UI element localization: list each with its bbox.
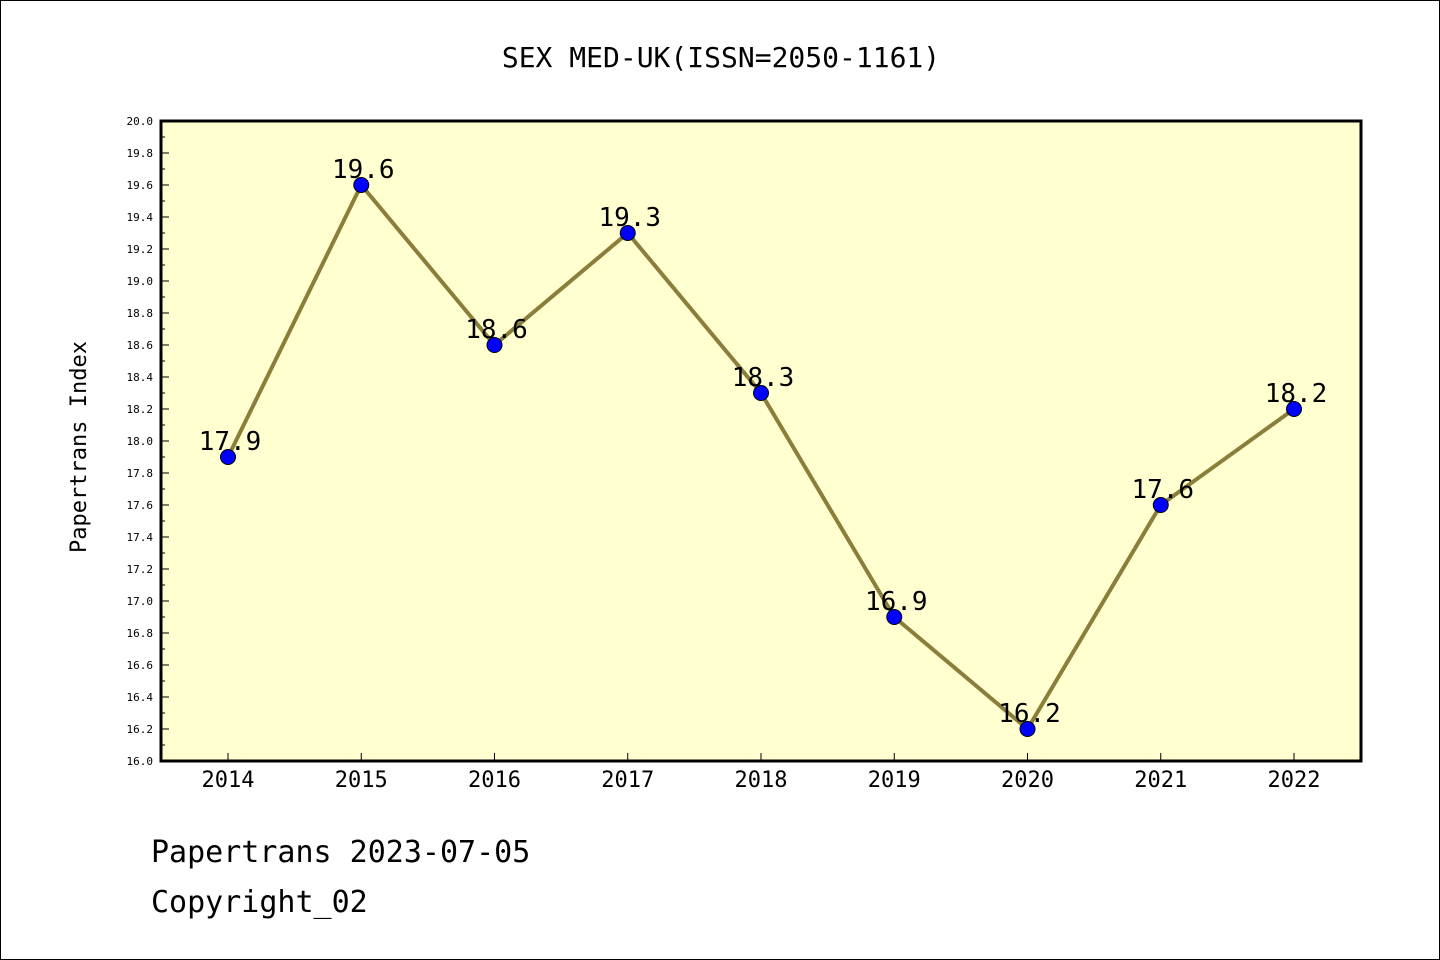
- y-tick-label: 19.4: [127, 211, 154, 224]
- y-tick-label: 18.0: [127, 435, 154, 448]
- footer-copyright: Copyright_02: [151, 885, 368, 920]
- y-tick-label: 16.4: [127, 691, 154, 704]
- data-labels-group: 17.9 19.6 18.6 19.3 18.3 16.9 16.2 17.6 18.2: [199, 155, 1328, 729]
- y-tick-label: 18.4: [127, 371, 154, 384]
- x-tick-label: 2021: [1134, 768, 1187, 793]
- y-tick-label: 17.6: [127, 499, 154, 512]
- x-tick-label: 2014: [202, 768, 255, 793]
- data-label: 19.6: [332, 155, 395, 185]
- data-point-marker: [886, 609, 903, 625]
- data-point-marker: [619, 225, 636, 241]
- data-point-marker: [353, 177, 370, 193]
- series-line-group: [220, 177, 1302, 737]
- plot-border: [159, 119, 1363, 763]
- footer-date: Papertrans 2023-07-05: [151, 835, 531, 870]
- data-label: 17.9: [199, 427, 262, 457]
- x-tick-label: 2022: [1268, 768, 1321, 793]
- data-point-marker: [486, 337, 503, 353]
- y-tick-label: 18.6: [127, 339, 154, 352]
- data-label: 19.3: [598, 203, 661, 233]
- y-tick-label: 16.8: [127, 627, 154, 640]
- x-tick-label: 2018: [735, 768, 788, 793]
- data-point-marker: [753, 385, 769, 401]
- y-tick-label: 19.6: [127, 179, 154, 192]
- y-tick-label: 19.2: [127, 243, 154, 256]
- x-tick-label: 2016: [468, 768, 521, 793]
- x-tick-label: 2015: [335, 768, 388, 793]
- y-tick-label: 17.4: [127, 531, 154, 544]
- data-label: 18.3: [732, 363, 795, 393]
- y-tick-label: 20.0: [127, 115, 154, 128]
- y-tick-label: 18.8: [127, 307, 154, 320]
- y-tick-label: 16.6: [127, 659, 154, 672]
- y-tick-label: 16.0: [127, 755, 154, 768]
- data-point-marker: [1286, 401, 1302, 417]
- y-axis-label: Papertrans Index: [67, 341, 92, 553]
- data-label: 16.2: [998, 699, 1061, 729]
- y-tick-label: 16.2: [127, 723, 154, 736]
- y-tick-label: 19.8: [127, 147, 154, 160]
- x-tick-label: 2017: [601, 768, 654, 793]
- data-label: 18.6: [465, 315, 528, 345]
- data-label: 18.2: [1265, 379, 1328, 409]
- data-point-marker: [1152, 497, 1169, 513]
- data-point-marker: [220, 449, 236, 465]
- y-tick-label: 18.2: [127, 403, 154, 416]
- x-tick-label: 2019: [868, 768, 921, 793]
- data-label: 16.9: [865, 587, 928, 617]
- y-tick-label: 17.0: [127, 595, 154, 608]
- y-tick-label: 17.8: [127, 467, 154, 480]
- data-label: 17.6: [1131, 475, 1194, 505]
- chart-title: SEX MED-UK(ISSN=2050-1161): [502, 41, 940, 74]
- y-tick-label: 17.2: [127, 563, 154, 576]
- plot-area: [161, 121, 1361, 761]
- axis-ticks: 16.0 16.2 16.4 16.6 16.8 17.0 17.2 17.4 17.6 17.8…: [127, 115, 1321, 793]
- y-tick-label: 19.0: [127, 275, 154, 288]
- x-tick-label: 2020: [1001, 768, 1054, 793]
- data-point-marker: [1019, 721, 1036, 737]
